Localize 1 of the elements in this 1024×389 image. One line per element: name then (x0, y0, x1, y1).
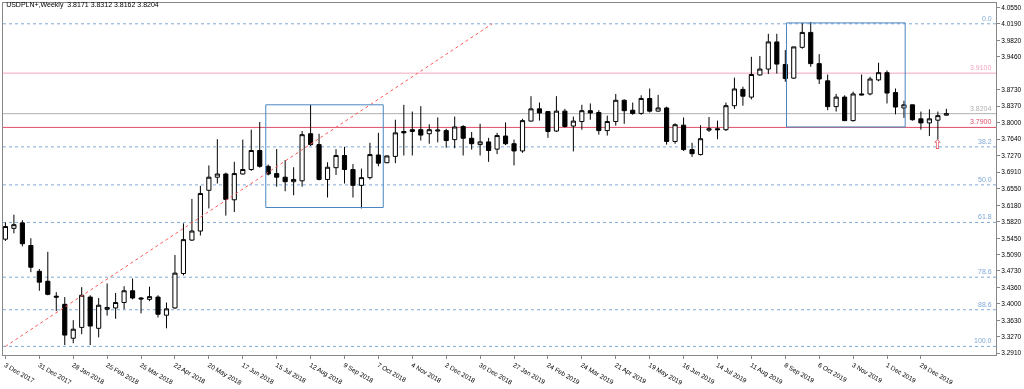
annotation: ⇧ (932, 137, 943, 152)
